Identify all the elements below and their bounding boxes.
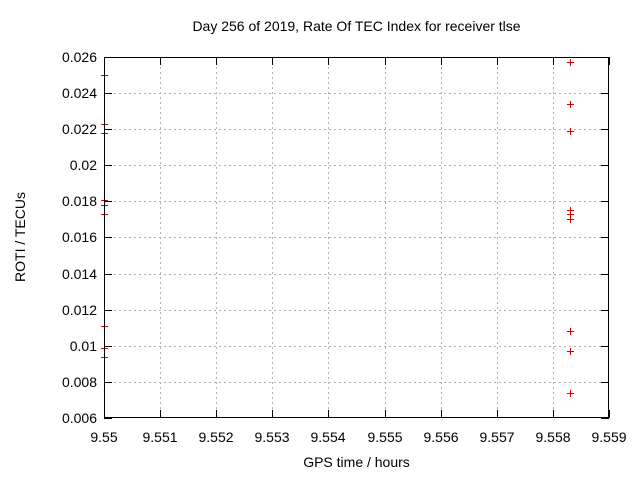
y-tick-label: 0.026	[61, 49, 97, 65]
x-tick-label: 9.552	[198, 429, 234, 445]
y-axis-label: ROTI / TECUs	[12, 192, 28, 282]
x-tick-label: 9.554	[310, 429, 346, 445]
x-tick-label: 9.553	[254, 429, 290, 445]
y-tick-right	[601, 418, 609, 419]
h-gridline	[104, 237, 609, 238]
y-tick-label: 0.012	[61, 302, 97, 318]
y-tick-label: 0.018	[61, 193, 97, 209]
x-tick	[216, 410, 217, 418]
y-tick-right	[601, 382, 609, 383]
data-point-marker	[567, 390, 574, 397]
x-tick-top	[328, 57, 329, 65]
y-tick	[104, 382, 112, 383]
x-tick	[272, 410, 273, 418]
y-tick-label: 0.006	[61, 410, 97, 426]
y-tick-right	[601, 274, 609, 275]
x-tick	[160, 410, 161, 418]
y-tick-right	[601, 93, 609, 94]
y-tick-label: 0.016	[61, 229, 97, 245]
data-point-marker	[567, 348, 574, 355]
data-point-marker	[567, 59, 574, 66]
h-gridline	[104, 201, 609, 202]
x-tick-label: 9.555	[367, 429, 403, 445]
y-tick-right	[601, 129, 609, 130]
data-point-marker	[567, 216, 574, 223]
plot-frame	[104, 57, 609, 418]
x-axis-label: GPS time / hours	[303, 454, 410, 470]
x-tick-top	[497, 57, 498, 65]
data-point-marker	[567, 101, 574, 108]
y-tick-label: 0.008	[61, 374, 97, 390]
h-gridline	[104, 129, 609, 130]
y-tick-label: 0.01	[69, 338, 97, 354]
h-gridline	[104, 274, 609, 275]
y-tick	[104, 129, 112, 130]
y-tick-right	[601, 346, 609, 347]
data-point-marker	[567, 211, 574, 218]
x-tick	[553, 410, 554, 418]
x-tick	[441, 410, 442, 418]
y-tick-label: 0.024	[61, 85, 97, 101]
x-tick-top	[609, 57, 610, 65]
x-tick	[328, 410, 329, 418]
x-tick-label: 9.557	[479, 429, 515, 445]
x-tick	[497, 410, 498, 418]
h-gridline	[104, 93, 609, 94]
x-tick-label: 9.556	[423, 429, 459, 445]
data-point-marker	[567, 128, 574, 135]
y-tick	[104, 418, 112, 419]
y-tick	[104, 93, 112, 94]
y-tick-label: 0.014	[61, 266, 97, 282]
y-tick-right	[601, 310, 609, 311]
x-tick-label: 9.55	[90, 429, 118, 445]
chart-title: Day 256 of 2019, Rate Of TEC Index for r…	[192, 18, 521, 34]
x-tick-label: 9.551	[142, 429, 178, 445]
x-tick-label: 9.558	[535, 429, 571, 445]
x-tick-top	[553, 57, 554, 65]
y-tick-label: 0.022	[61, 121, 97, 137]
x-tick	[609, 410, 610, 418]
data-point-marker	[567, 207, 574, 214]
y-tick-right	[601, 165, 609, 166]
y-tick	[104, 310, 112, 311]
x-tick-top	[160, 57, 161, 65]
plot-area	[101, 57, 610, 419]
h-gridline	[104, 346, 609, 347]
data-point-marker	[567, 328, 574, 335]
h-gridline	[104, 165, 609, 166]
h-gridline	[104, 382, 609, 383]
y-tick	[104, 201, 112, 202]
y-tick-label: 0.02	[69, 157, 97, 173]
y-tick-right	[601, 201, 609, 202]
x-tick-top	[272, 57, 273, 65]
y-tick	[104, 165, 112, 166]
x-tick-top	[441, 57, 442, 65]
x-tick-top	[216, 57, 217, 65]
x-tick-label: 9.559	[591, 429, 627, 445]
x-tick	[385, 410, 386, 418]
x-tick-top	[385, 57, 386, 65]
h-gridline	[104, 310, 609, 311]
y-tick	[104, 237, 112, 238]
y-tick	[104, 346, 112, 347]
y-tick-right	[601, 237, 609, 238]
y-tick	[104, 274, 112, 275]
